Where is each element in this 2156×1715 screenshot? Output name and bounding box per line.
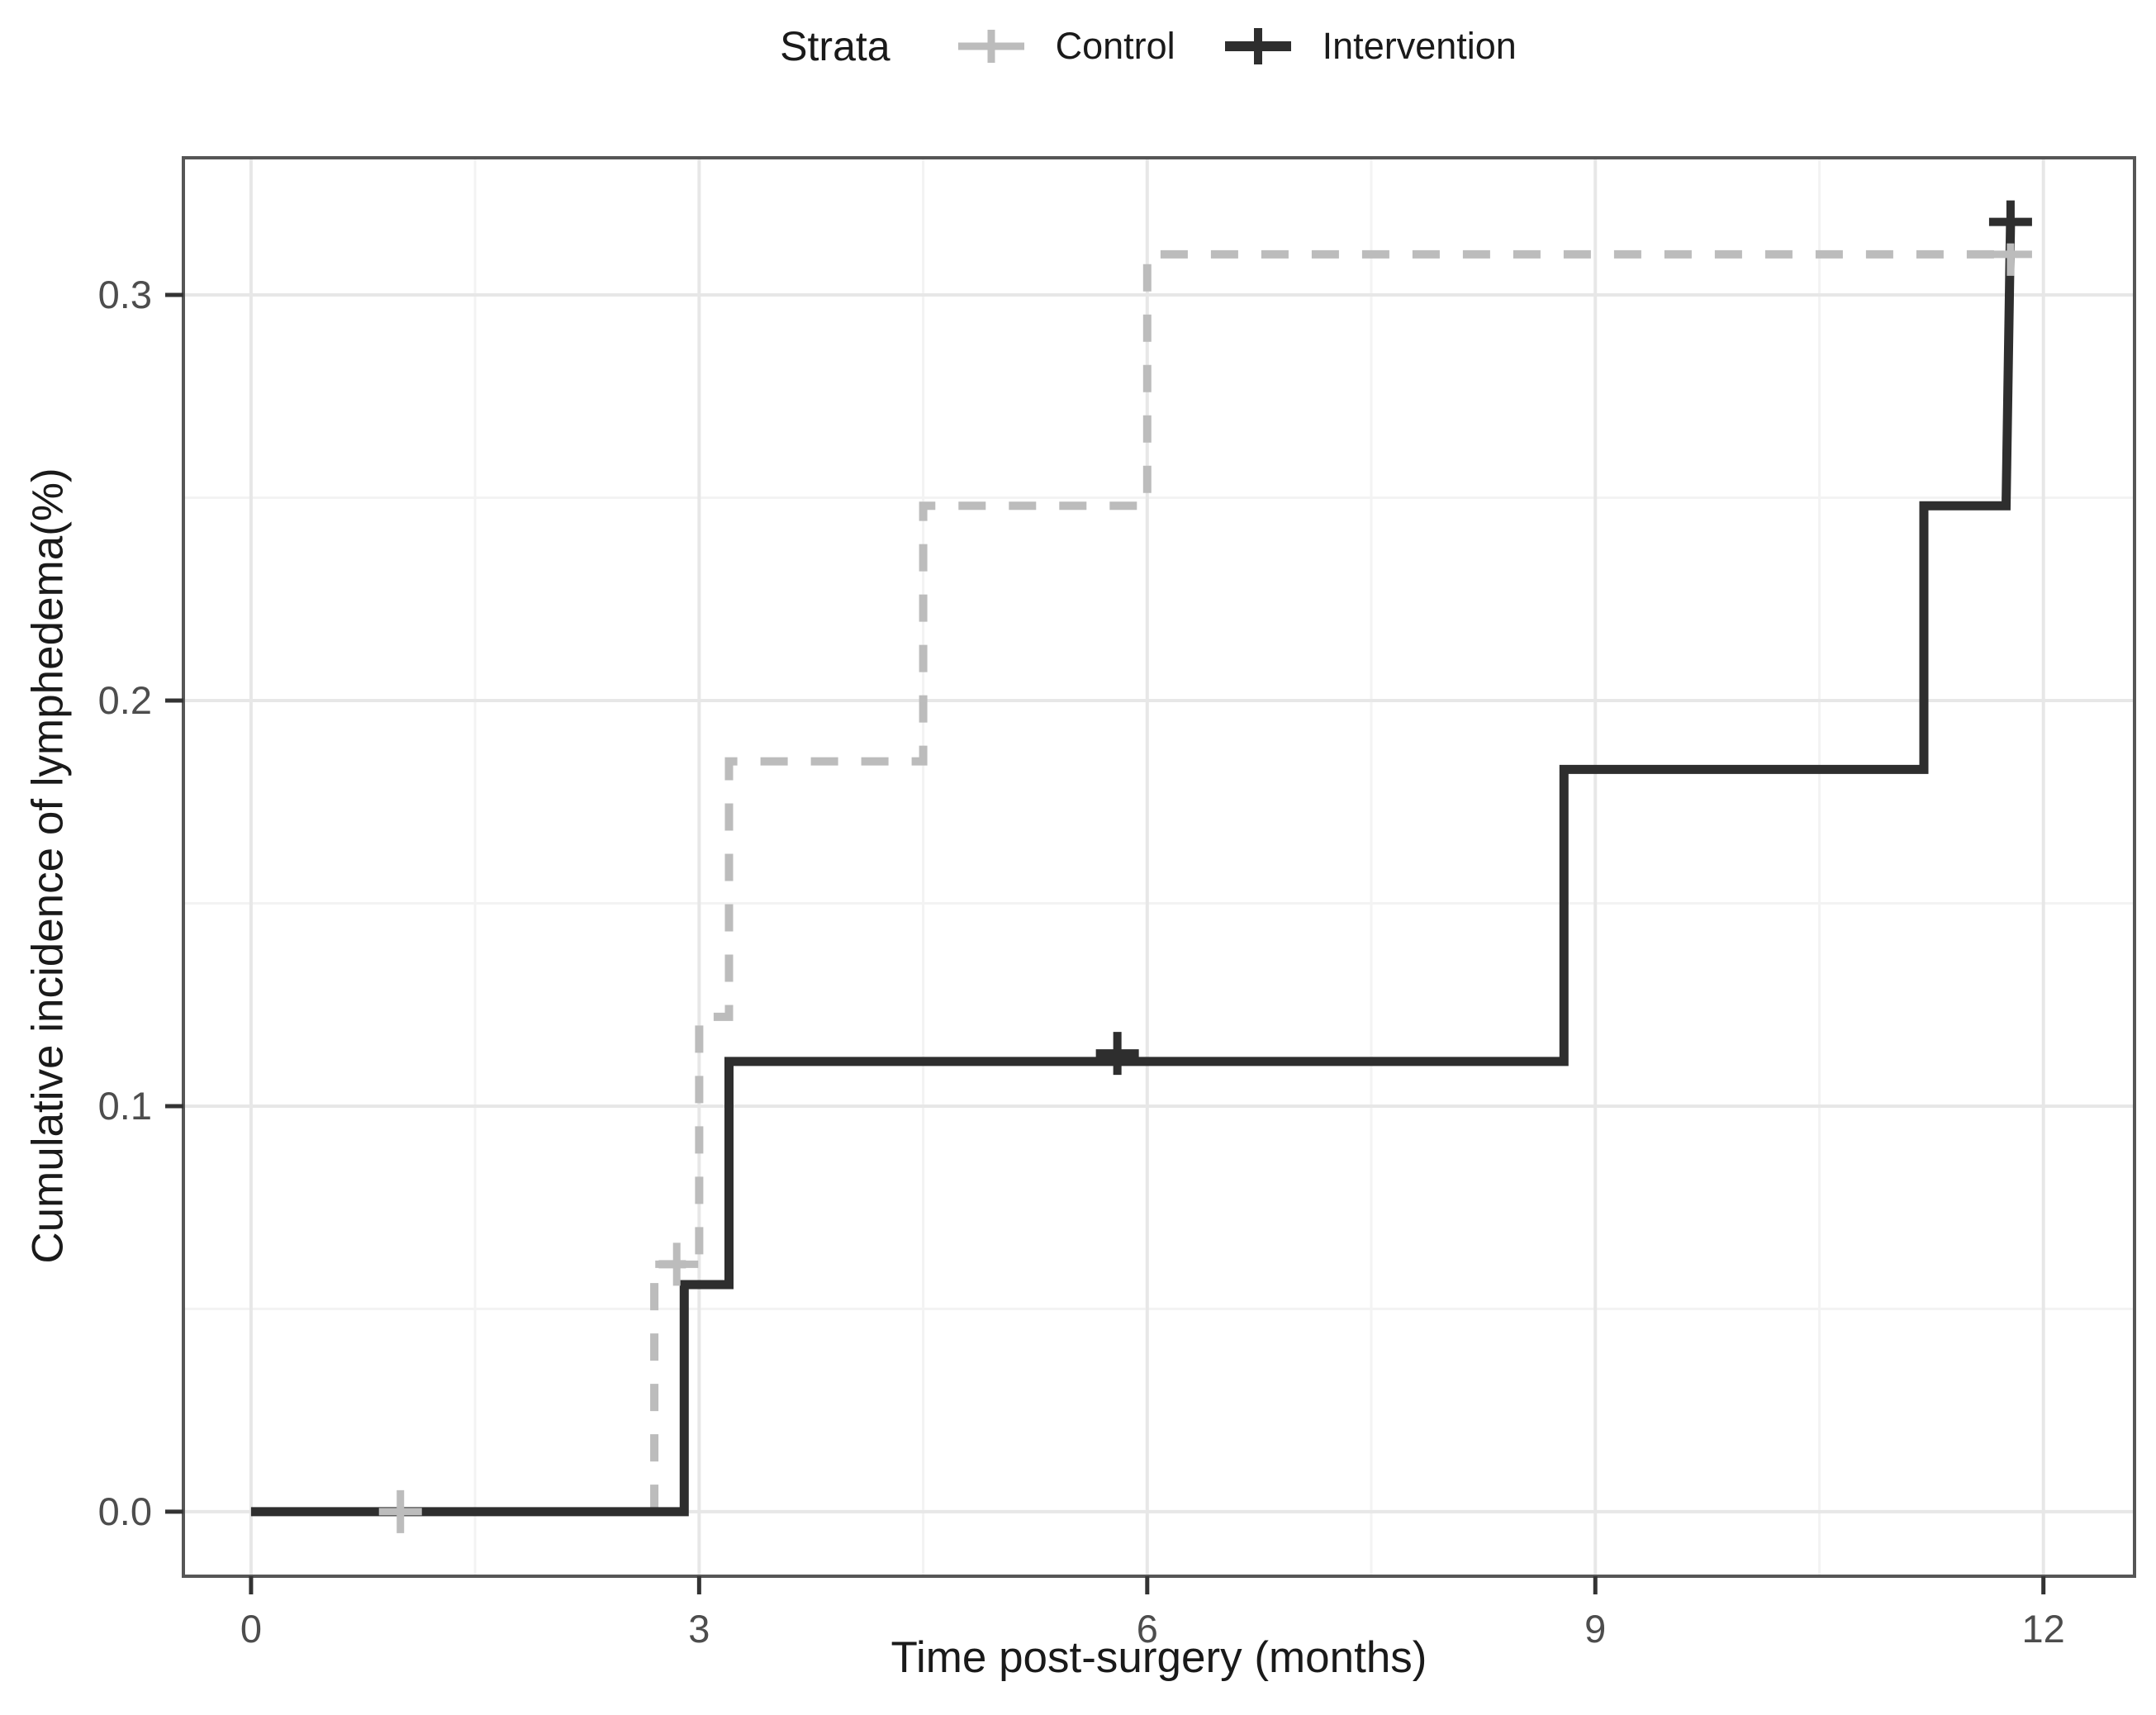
- x-tick-label: 9: [1584, 1607, 1606, 1651]
- intervention-censor-key-icon: [1224, 28, 1291, 64]
- control-curve: [250, 249, 2011, 1516]
- intervention-censor-mark: [1095, 1032, 1139, 1076]
- y-tick-label: 0.0: [98, 1489, 152, 1533]
- intervention-curve: [250, 221, 2016, 1517]
- control-censor-mark: [655, 1242, 699, 1286]
- control-censor-key-icon: [957, 30, 1024, 63]
- y-axis-title: Cumulative incidence of lymphedema(%): [23, 468, 73, 1264]
- legend-label-intervention: Intervention: [1322, 25, 1517, 67]
- y-tick-label: 0.2: [98, 678, 152, 722]
- y-tick-label: 0.1: [98, 1084, 152, 1128]
- x-tick-label: 6: [1137, 1607, 1158, 1651]
- legend-title: Strata: [780, 23, 890, 69]
- legend-item-intervention: Intervention: [1218, 23, 1517, 69]
- x-tick-label: 12: [2022, 1607, 2065, 1651]
- x-tick-label: 3: [688, 1607, 710, 1651]
- x-axis-title: Time post-surgery (months): [890, 1633, 1427, 1682]
- legend: Strata Control Intervention: [183, 12, 2135, 81]
- x-tick-label: 0: [240, 1607, 262, 1651]
- legend-item-control: Control: [952, 23, 1175, 69]
- control-censor-mark: [378, 1489, 422, 1533]
- y-tick-label: 0.3: [98, 273, 152, 316]
- panel-border: [182, 156, 2136, 1578]
- legend-label-control: Control: [1055, 25, 1175, 67]
- intervention-censor-mark: [1988, 200, 2032, 244]
